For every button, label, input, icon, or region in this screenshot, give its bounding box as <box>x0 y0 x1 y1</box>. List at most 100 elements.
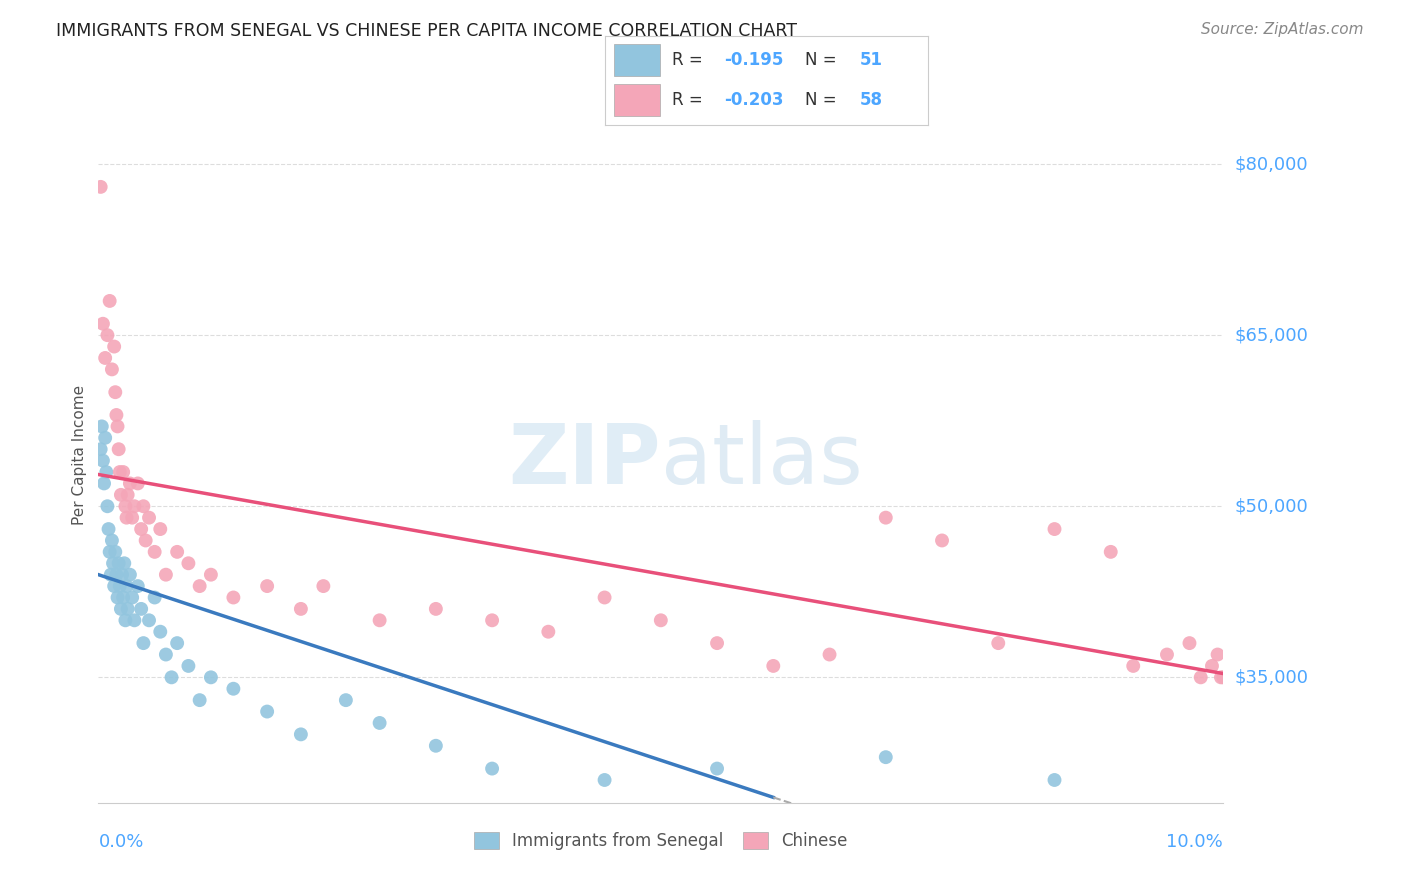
Point <box>177 556 200 570</box>
Point <box>117 488 139 502</box>
Point <box>107 419 129 434</box>
Text: N =: N = <box>806 91 842 109</box>
Point <box>1209 670 1232 684</box>
Point <box>121 510 143 524</box>
Text: -0.195: -0.195 <box>724 51 783 69</box>
Point <box>706 636 728 650</box>
Point <box>98 545 121 559</box>
Point <box>107 442 129 457</box>
Point <box>593 591 616 605</box>
Point <box>1212 670 1234 684</box>
Point <box>110 488 132 502</box>
Point <box>121 591 143 605</box>
Point <box>124 500 146 514</box>
Point <box>129 522 152 536</box>
Point <box>1189 670 1212 684</box>
Point <box>200 670 222 684</box>
Point <box>107 556 129 570</box>
Point <box>149 624 172 639</box>
Point <box>114 500 136 514</box>
Point <box>222 681 245 696</box>
Point <box>222 591 245 605</box>
Point <box>94 351 117 365</box>
Point <box>481 762 503 776</box>
Point <box>104 545 127 559</box>
Point <box>127 579 149 593</box>
Point <box>112 556 135 570</box>
Point <box>96 500 118 514</box>
Point <box>312 579 335 593</box>
Point <box>1043 772 1066 787</box>
Point <box>118 567 141 582</box>
Point <box>117 602 139 616</box>
Point <box>149 522 172 536</box>
Point <box>132 500 155 514</box>
Point <box>875 750 897 764</box>
Point <box>875 510 897 524</box>
Text: atlas: atlas <box>661 420 862 501</box>
Text: 51: 51 <box>860 51 883 69</box>
Point <box>537 624 560 639</box>
Point <box>368 613 391 627</box>
Point <box>155 648 177 662</box>
Point <box>108 579 131 593</box>
Point <box>166 545 188 559</box>
Point <box>114 613 136 627</box>
Text: IMMIGRANTS FROM SENEGAL VS CHINESE PER CAPITA INCOME CORRELATION CHART: IMMIGRANTS FROM SENEGAL VS CHINESE PER C… <box>56 22 797 40</box>
Point <box>138 510 160 524</box>
Point <box>129 602 152 616</box>
Point <box>104 385 127 400</box>
Point <box>115 510 138 524</box>
Point <box>127 476 149 491</box>
Point <box>1206 648 1229 662</box>
Point <box>425 739 447 753</box>
Point <box>101 556 124 570</box>
Text: R =: R = <box>672 91 709 109</box>
Point <box>650 613 672 627</box>
Point <box>160 670 183 684</box>
Text: R =: R = <box>672 51 709 69</box>
Point <box>256 579 278 593</box>
Point <box>96 465 118 479</box>
Point <box>155 567 177 582</box>
Point <box>111 567 134 582</box>
Point <box>138 613 160 627</box>
Text: N =: N = <box>806 51 842 69</box>
Point <box>818 648 841 662</box>
Point <box>101 533 124 548</box>
Point <box>481 613 503 627</box>
Point <box>91 317 114 331</box>
Point <box>118 476 141 491</box>
Point <box>368 715 391 730</box>
Point <box>290 602 312 616</box>
Point <box>166 636 188 650</box>
Point <box>1043 522 1066 536</box>
Bar <box>614 44 659 76</box>
Y-axis label: Per Capita Income: Per Capita Income <box>72 384 87 525</box>
Point <box>931 533 953 548</box>
Point <box>1201 659 1223 673</box>
Point <box>112 465 135 479</box>
Point <box>425 602 447 616</box>
Point <box>290 727 312 741</box>
Text: 0.0%: 0.0% <box>98 833 143 851</box>
Text: $80,000: $80,000 <box>1234 155 1308 173</box>
Point <box>987 636 1010 650</box>
Point <box>188 693 211 707</box>
Point <box>108 465 131 479</box>
Point <box>1156 648 1178 662</box>
Point <box>97 522 120 536</box>
Point <box>143 591 166 605</box>
Point <box>1178 636 1201 650</box>
Point <box>103 340 125 354</box>
Point <box>105 408 128 422</box>
Point <box>94 431 117 445</box>
Point <box>1122 659 1144 673</box>
Point <box>115 579 138 593</box>
Text: $35,000: $35,000 <box>1234 668 1309 686</box>
Point <box>200 567 222 582</box>
Point <box>90 180 112 194</box>
Point <box>96 328 118 343</box>
Point <box>132 636 155 650</box>
Point <box>1099 545 1122 559</box>
